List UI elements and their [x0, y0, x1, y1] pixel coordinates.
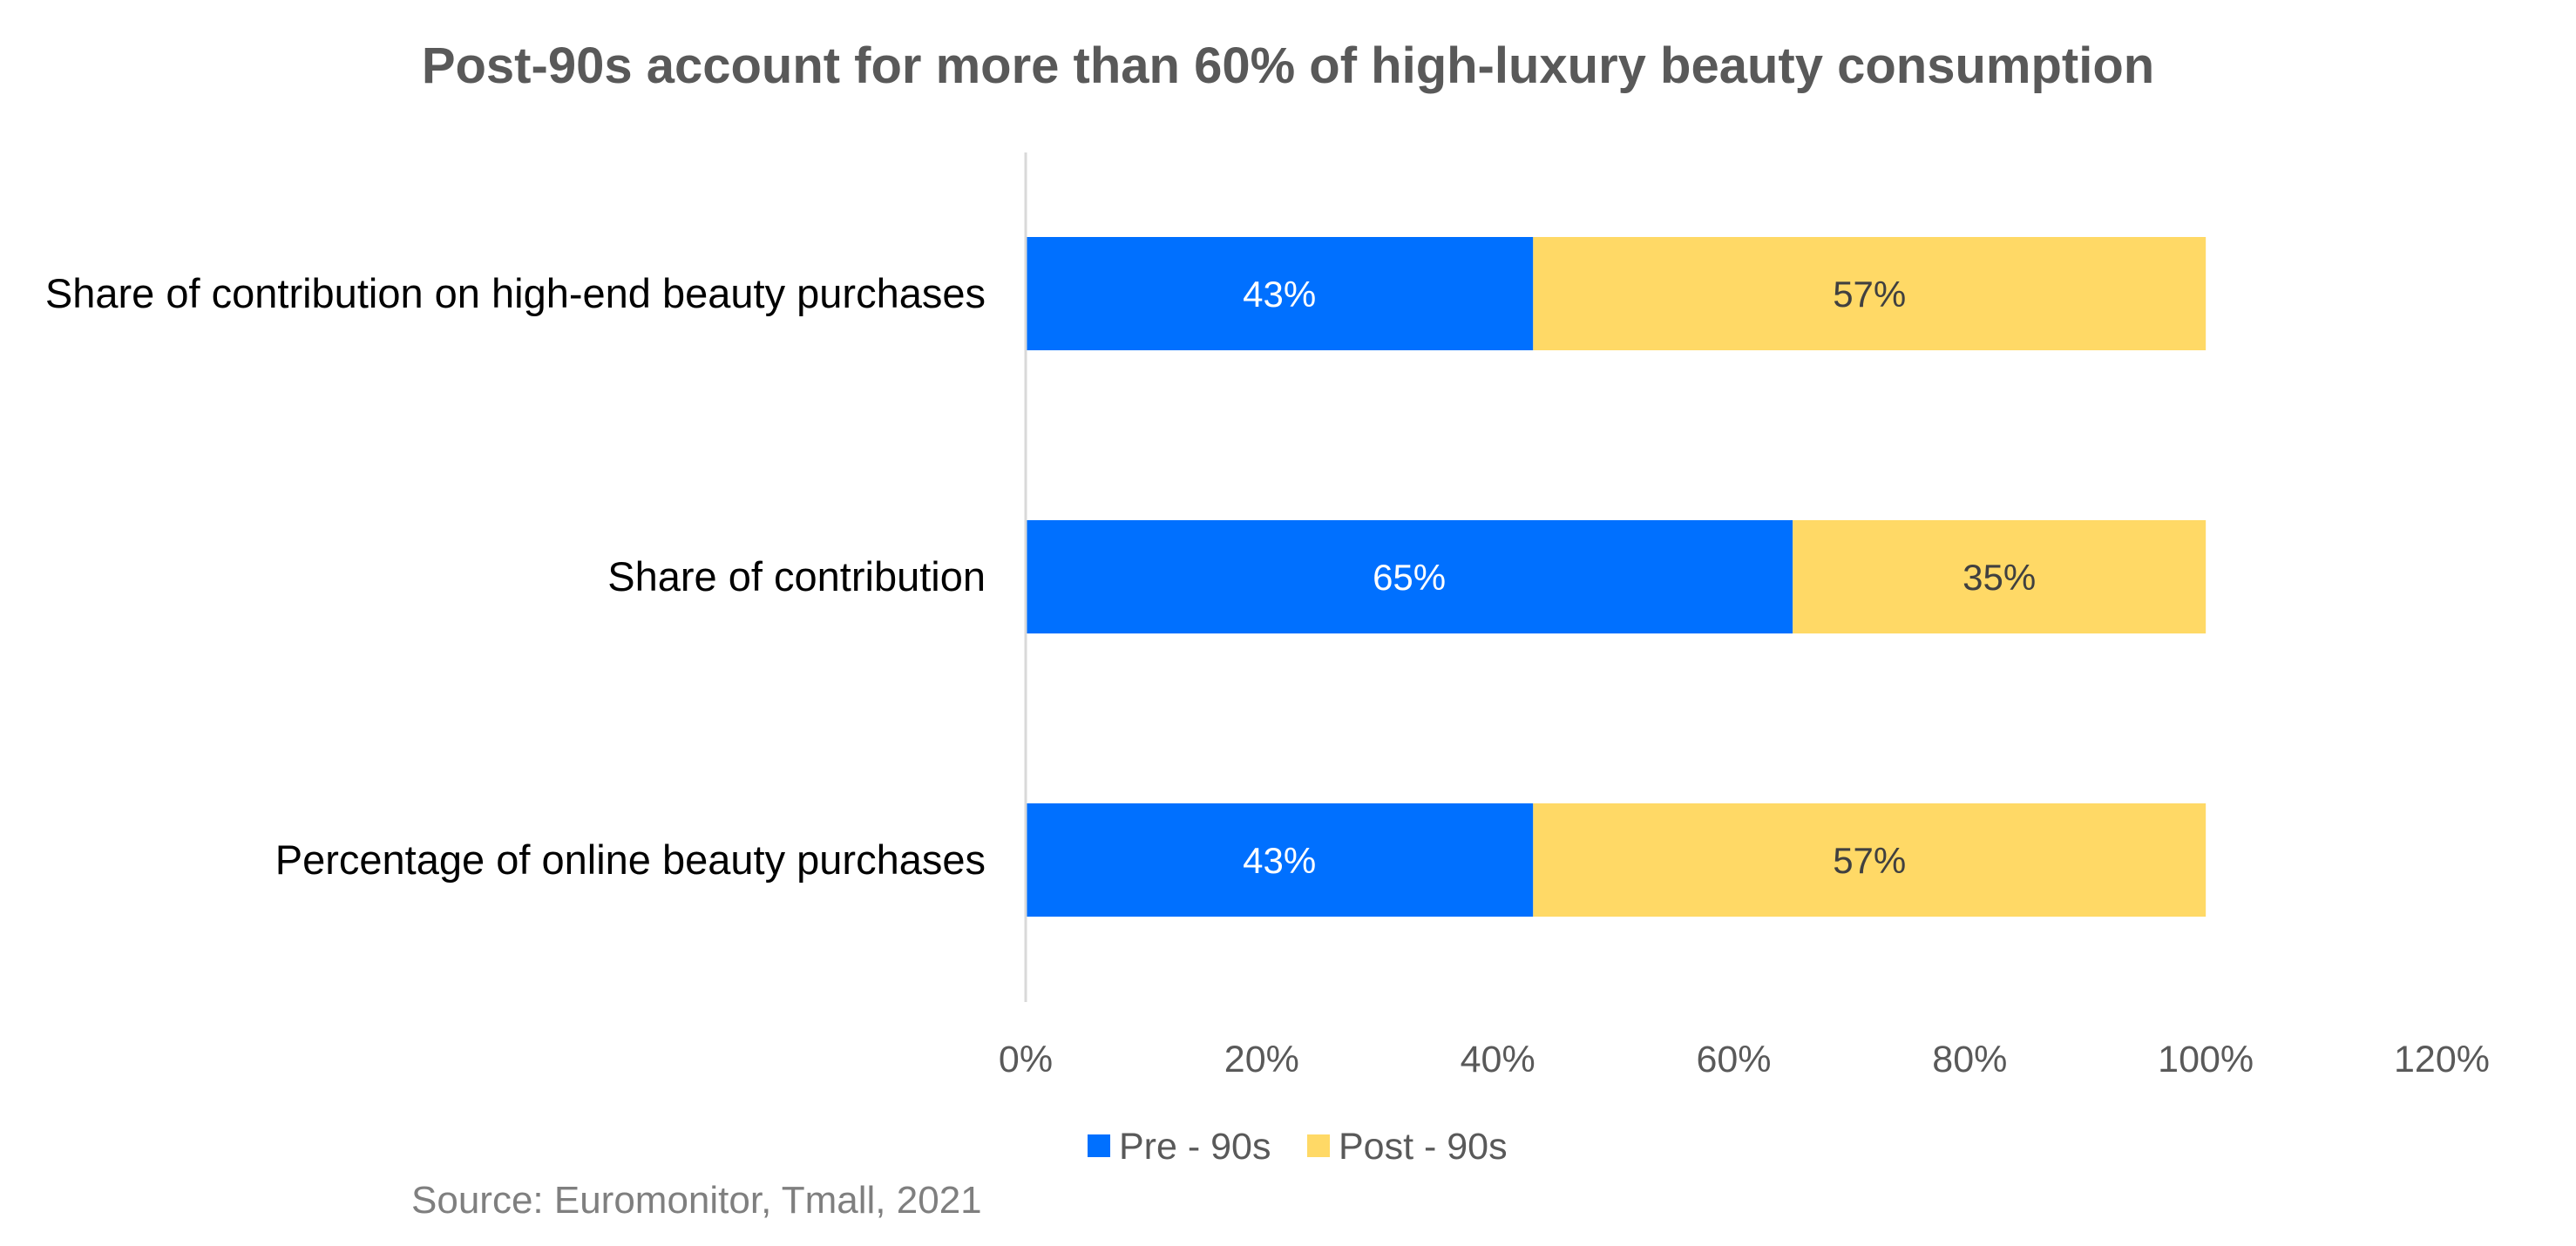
bar-segment [1026, 520, 1793, 633]
x-tick-label: 40% [1461, 1039, 1535, 1080]
x-tick-label: 0% [999, 1039, 1053, 1080]
x-tick-label: 20% [1224, 1039, 1299, 1080]
legend-swatch [1307, 1134, 1330, 1157]
category-label: Share of contribution on high-end beauty… [45, 270, 986, 316]
category-labels: Share of contribution on high-end beauty… [45, 270, 986, 883]
bar-segment [1026, 237, 1534, 350]
bar-value-label: 43% [1243, 840, 1316, 881]
bar-segment [1533, 237, 2207, 350]
bar-value-label: 57% [1833, 274, 1906, 315]
bar-value-labels: 43% 57% 65% 35% 43% 57% [1243, 274, 2036, 881]
bar-value-label: 43% [1243, 274, 1316, 315]
legend: Pre - 90s Post - 90s [1088, 1126, 1508, 1168]
x-tick-label: 100% [2158, 1039, 2254, 1080]
bar-value-label: 65% [1373, 557, 1446, 598]
bar-segment [1533, 803, 2207, 917]
x-tick-label: 80% [1932, 1039, 2007, 1080]
bar-segment [1026, 803, 1534, 917]
legend-label: Pre - 90s [1119, 1126, 1271, 1168]
bar-value-label: 57% [1833, 840, 1906, 881]
category-label: Percentage of online beauty purchases [275, 836, 986, 883]
legend-swatch [1088, 1134, 1110, 1157]
x-axis-tick-labels: 0% 20% 40% 60% 80% 100% 120% [999, 1039, 2490, 1080]
bar-value-label: 35% [1963, 557, 2036, 598]
x-tick-label: 120% [2394, 1039, 2490, 1080]
source-note: Source: Euromonitor, Tmall, 2021 [411, 1179, 982, 1222]
chart-title: Post-90s account for more than 60% of hi… [422, 37, 2154, 94]
category-label: Share of contribution [607, 553, 986, 599]
bars [1026, 237, 2207, 917]
x-tick-label: 60% [1696, 1039, 1771, 1080]
bar-segment [1793, 520, 2207, 633]
legend-label: Post - 90s [1339, 1126, 1508, 1168]
